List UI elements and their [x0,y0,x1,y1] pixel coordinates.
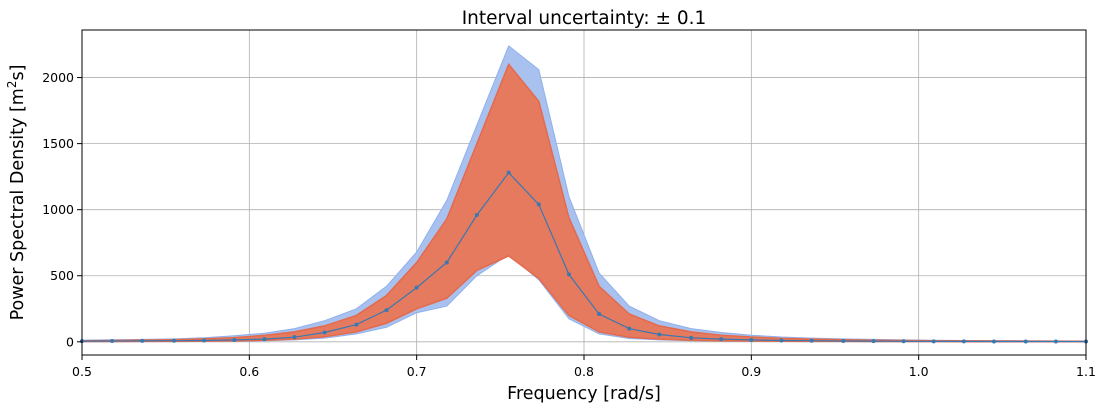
central-series-point [232,337,237,342]
central-series-point [506,170,511,175]
central-series-point [140,338,145,343]
central-series-point [172,338,177,343]
x-tick-label: 0.6 [239,364,259,379]
central-series-point [931,339,936,344]
central-series-point [809,338,814,343]
central-series [80,170,1088,344]
x-tick-label: 0.7 [407,364,427,379]
central-series-point [292,335,297,340]
central-series-point [991,339,996,344]
central-series-point [262,337,267,342]
central-series-point [627,326,632,331]
central-series-point [444,260,449,265]
y-axis-title-tail: s] [8,65,28,81]
y-axis-title-superscript: 2 [5,81,19,89]
x-tick-label: 0.9 [741,364,761,379]
central-series-point [719,337,724,342]
central-series-point [566,272,571,277]
y-tick-label: 500 [50,268,74,283]
central-series-point [202,338,207,343]
central-series-point [414,285,419,290]
central-series-point [354,322,359,327]
central-series-point [689,335,694,340]
central-series-point [841,338,846,343]
central-series-line [81,171,1086,343]
x-tick-label: 0.5 [72,364,92,379]
central-series-point [474,212,479,217]
axis-ticks: 0.5 0.6 0.7 0.8 0.9 1.0 1.1 0 500 1000 1500 2000 [42,70,1096,379]
central-series-point [749,337,754,342]
central-series-point [901,339,906,344]
x-tick-label: 0.8 [574,364,594,379]
central-series-point [779,338,784,343]
y-tick-label: 0 [66,334,74,349]
x-tick-label: 1.0 [909,364,929,379]
x-axis-title: Frequency [rad/s] [507,384,661,404]
central-series-point [110,338,115,343]
y-tick-label: 2000 [42,70,74,85]
central-series-point [322,330,327,335]
central-series-point [536,202,541,207]
y-axis-title: Power Spectral Density [m2s] [5,65,28,321]
x-tick-label: 1.1 [1076,364,1096,379]
central-series-point [384,308,389,313]
central-series-point [1023,339,1028,344]
central-series-point [1053,339,1058,344]
y-axis-title-main: Power Spectral Density [m [8,88,28,320]
central-series-point [961,339,966,344]
central-series-point [871,339,876,344]
y-tick-label: 1000 [42,202,74,217]
central-series-point [597,312,602,317]
central-series-point [657,332,662,337]
chart-title: Interval uncertainty: ± 0.1 [462,8,707,29]
y-tick-label: 1500 [42,136,74,151]
